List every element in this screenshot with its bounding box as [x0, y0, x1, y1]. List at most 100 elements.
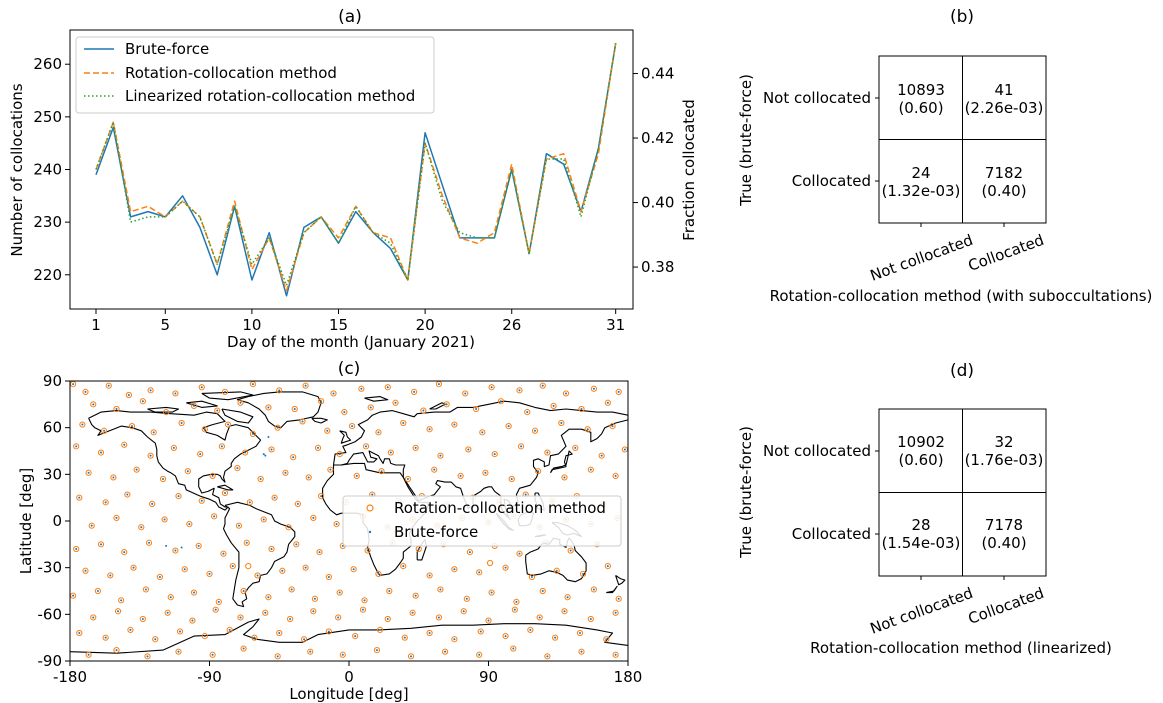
matrix-d-cell-11-fraction: (0.40)	[981, 534, 1026, 552]
brute-force-point	[177, 495, 180, 498]
chart-a-title: (a)	[338, 7, 362, 27]
rotation-point	[558, 419, 565, 427]
brute-force-point	[555, 569, 558, 572]
rotation-point	[535, 468, 542, 475]
rotation-point	[293, 541, 300, 548]
brute-force-point	[445, 403, 448, 406]
brute-force-point	[183, 568, 186, 571]
brute-force-point	[75, 548, 78, 550]
brute-force-point	[437, 616, 440, 619]
brute-force-point	[468, 551, 471, 554]
rotation-point	[307, 648, 314, 655]
brute-force-point	[327, 576, 330, 578]
y-tick-label: 230	[33, 213, 62, 231]
brute-force-point	[165, 411, 168, 414]
matrix-b-col-label-1: Collocated	[966, 231, 1047, 275]
brute-force-point	[312, 610, 315, 613]
brute-force-point	[518, 389, 521, 392]
brute-force-point	[237, 524, 240, 527]
rotation-point	[311, 595, 318, 602]
brute-force-point	[611, 425, 614, 428]
rotation-point	[214, 407, 221, 414]
brute-force-point	[375, 649, 378, 652]
rotation-point	[473, 405, 480, 413]
rotation-point	[339, 651, 346, 658]
matrix-b-cell-00-fraction: (0.60)	[898, 99, 943, 117]
rotation-point	[531, 427, 539, 434]
brute-force-point	[428, 632, 431, 634]
brute-force-point	[141, 618, 144, 620]
brute-force-point	[267, 406, 270, 409]
brute-force-point	[227, 423, 230, 426]
x-tick-label: 5	[161, 316, 171, 334]
brute-force-point	[493, 453, 496, 456]
rotation-point	[249, 430, 256, 437]
brute-force-point	[413, 390, 416, 393]
rotation-point	[235, 522, 243, 529]
matrix-d-cell-00-count: 10902	[897, 433, 945, 451]
rotation-point	[477, 628, 484, 635]
rotation-point	[147, 387, 154, 394]
rotation-point	[486, 559, 494, 567]
rotation-point	[615, 388, 622, 395]
rotation-point	[276, 629, 283, 637]
rotation-point	[237, 614, 244, 621]
rotation-point	[435, 381, 442, 388]
chart-c-ylabel: Latitude [deg]	[17, 468, 35, 574]
rotation-point	[240, 645, 247, 652]
brute-force-point	[245, 541, 248, 544]
rotation-point	[392, 399, 399, 406]
rotation-point	[527, 626, 534, 633]
brute-force-point	[239, 401, 242, 404]
rotation-point	[285, 524, 292, 531]
rotation-point	[118, 597, 125, 604]
x-tick-label: 10	[242, 316, 261, 334]
brute-force-point	[197, 544, 200, 547]
brute-force-point	[490, 591, 493, 594]
rotation-point	[294, 500, 301, 507]
brute-force-point	[541, 384, 544, 387]
brute-force-point	[563, 610, 566, 613]
rotation-point	[102, 499, 109, 506]
brute-force-point	[84, 569, 87, 572]
brute-force-point	[289, 618, 292, 620]
rotation-point	[349, 423, 356, 430]
rotation-point	[576, 629, 584, 637]
brute-force-point	[614, 653, 617, 656]
brute-force-point	[589, 618, 592, 620]
brute-force-point	[248, 501, 251, 504]
rotation-point	[130, 564, 137, 571]
brute-force-point	[389, 451, 392, 454]
chart-a-series-group	[95, 43, 617, 297]
rotation-point	[201, 633, 208, 640]
brute-force-point	[256, 574, 259, 577]
brute-force-point	[72, 383, 75, 386]
brute-force-point	[117, 610, 120, 613]
chart-a-legend-box	[75, 36, 435, 114]
rotation-point	[114, 608, 122, 615]
brute-force-point	[200, 386, 203, 389]
matrix-b-row-label-0: Not collocated	[763, 89, 871, 107]
y-tick-label: 30	[43, 465, 62, 483]
rotation-point	[268, 545, 275, 553]
brute-force-point	[481, 431, 484, 434]
rotation-point	[451, 421, 458, 428]
brute-force-point	[414, 446, 417, 449]
brute-force-point	[606, 401, 609, 404]
matrix-d-cell-11-count: 7178	[985, 516, 1023, 534]
rotation-point	[479, 429, 486, 436]
y-tick-label: 240	[33, 161, 62, 179]
brute-force-point	[174, 392, 177, 395]
brute-force-point	[313, 597, 316, 600]
rotation-point	[221, 388, 229, 395]
brute-force-point	[355, 474, 358, 477]
rotation-point	[482, 469, 489, 476]
rotation-point	[128, 423, 136, 430]
rotation-point	[310, 608, 317, 615]
rotation-point	[242, 449, 249, 456]
brute-force-point	[467, 448, 470, 451]
brute-force-point	[220, 445, 223, 448]
rotation-point	[73, 545, 80, 553]
rotation-point	[79, 421, 86, 428]
